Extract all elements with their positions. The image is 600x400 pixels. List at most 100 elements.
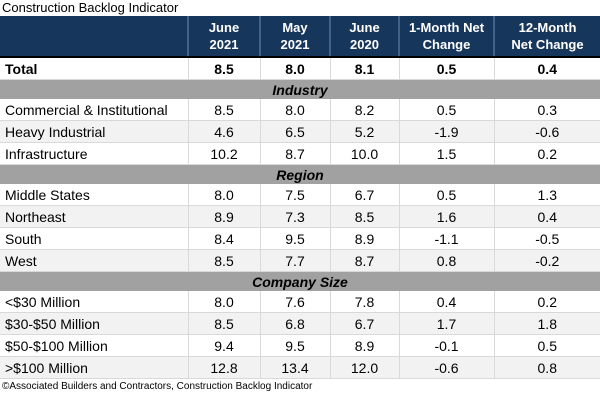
value-cell: -0.6 [398, 356, 494, 379]
table-row: South 8.4 9.5 8.9 -1.1 -0.5 [0, 227, 600, 250]
value-cell: 1.7 [398, 312, 494, 335]
value-cell: 9.4 [187, 334, 260, 357]
table-row: $50-$100 Million 9.4 9.5 8.9 -0.1 0.5 [0, 334, 600, 357]
value-cell: 8.5 [187, 249, 260, 272]
value-cell: -0.5 [493, 227, 600, 250]
value-cell: 10.0 [329, 142, 399, 165]
value-cell: -1.9 [398, 120, 494, 143]
value-cell: 0.5 [493, 334, 600, 357]
value-cell: 4.6 [187, 120, 260, 143]
value-cell: 0.3 [493, 99, 600, 121]
value-cell: 1.6 [398, 205, 494, 228]
value-cell: 8.0 [187, 184, 260, 206]
value-cell: 13.4 [259, 356, 330, 379]
table-row: Commercial & Institutional 8.5 8.0 8.2 0.5 0.… [0, 99, 600, 121]
value-cell: 0.4 [493, 205, 600, 228]
value-cell: 7.5 [259, 184, 330, 206]
value-cell: 9.5 [259, 227, 330, 250]
backlog-table: June 2021 May 2021 June 2020 1-Month Net Ch… [0, 16, 600, 379]
value-cell: 8.4 [187, 227, 260, 250]
value-cell: 9.5 [259, 334, 330, 357]
value-cell: 8.9 [329, 227, 399, 250]
value-cell: 0.5 [398, 57, 494, 80]
value-cell: 8.1 [329, 57, 399, 80]
value-cell: 8.0 [259, 99, 330, 121]
column-header: May 2021 [259, 16, 330, 58]
table-row: Heavy Industrial 4.6 6.5 5.2 -1.9 -0.6 [0, 120, 600, 143]
section-title: Region [0, 164, 600, 184]
value-cell: 10.2 [187, 142, 260, 165]
value-cell: 6.8 [259, 312, 330, 335]
value-cell: 0.8 [398, 249, 494, 272]
section-band: Company Size [0, 271, 600, 291]
section-band: Region [0, 164, 600, 184]
value-cell: -0.1 [398, 334, 494, 357]
section-title: Industry [0, 79, 600, 99]
column-header: 12-Month Net Change [493, 16, 600, 58]
value-cell: 7.3 [259, 205, 330, 228]
value-cell: 6.7 [329, 184, 399, 206]
row-label: Heavy Industrial [0, 120, 188, 143]
row-label: >$100 Million [0, 356, 188, 379]
value-cell: 0.8 [493, 356, 600, 379]
row-label: Middle States [0, 184, 188, 206]
value-cell: 6.5 [259, 120, 330, 143]
value-cell: 0.5 [398, 99, 494, 121]
value-cell: 7.6 [259, 291, 330, 313]
column-header: 1-Month Net Change [398, 16, 494, 58]
value-cell: 8.5 [329, 205, 399, 228]
table-row: $30-$50 Million 8.5 6.8 6.7 1.7 1.8 [0, 312, 600, 335]
value-cell: 0.2 [493, 142, 600, 165]
column-header: June 2021 [187, 16, 260, 58]
row-label: West [0, 249, 188, 272]
corner-cell [0, 16, 188, 58]
value-cell: 8.7 [259, 142, 330, 165]
value-cell: 7.8 [329, 291, 399, 313]
value-cell: 0.2 [493, 291, 600, 313]
value-cell: 8.9 [329, 334, 399, 357]
total-label: Total [0, 57, 188, 80]
column-header: June 2020 [329, 16, 399, 58]
value-cell: 1.3 [493, 184, 600, 206]
value-cell: 0.5 [398, 184, 494, 206]
table-row: >$100 Million 12.8 13.4 12.0 -0.6 0.8 [0, 356, 600, 379]
value-cell: 8.0 [259, 57, 330, 80]
header-row: June 2021 May 2021 June 2020 1-Month Net Ch… [0, 16, 600, 58]
value-cell: 8.2 [329, 99, 399, 121]
table-header: June 2021 May 2021 June 2020 1-Month Net Ch… [0, 16, 600, 58]
table-row: Middle States 8.0 7.5 6.7 0.5 1.3 [0, 184, 600, 206]
value-cell: 8.9 [187, 205, 260, 228]
table-row: Northeast 8.9 7.3 8.5 1.6 0.4 [0, 205, 600, 228]
value-cell: 8.5 [187, 99, 260, 121]
table-body: Total 8.5 8.0 8.1 0.5 0.4 Industry Commercial &… [0, 57, 600, 379]
row-label: South [0, 227, 188, 250]
value-cell: -0.2 [493, 249, 600, 272]
value-cell: 6.7 [329, 312, 399, 335]
section-title: Company Size [0, 271, 600, 291]
page-title: Construction Backlog Indicator [2, 0, 179, 15]
value-cell: 1.5 [398, 142, 494, 165]
value-cell: 1.8 [493, 312, 600, 335]
row-label: $30-$50 Million [0, 312, 188, 335]
value-cell: 5.2 [329, 120, 399, 143]
row-label: Northeast [0, 205, 188, 228]
row-label: Commercial & Institutional [0, 99, 188, 121]
value-cell: 12.0 [329, 356, 399, 379]
value-cell: 7.7 [259, 249, 330, 272]
value-cell: 0.4 [398, 291, 494, 313]
table-row: West 8.5 7.7 8.7 0.8 -0.2 [0, 249, 600, 272]
value-cell: -1.1 [398, 227, 494, 250]
source-attribution: ©Associated Builders and Contractors, Co… [2, 381, 313, 392]
section-band: Industry [0, 79, 600, 99]
row-label: <$30 Million [0, 291, 188, 313]
value-cell: 8.7 [329, 249, 399, 272]
value-cell: 8.5 [187, 57, 260, 80]
value-cell: 12.8 [187, 356, 260, 379]
value-cell: -0.6 [493, 120, 600, 143]
row-label: Infrastructure [0, 142, 188, 165]
value-cell: 8.5 [187, 312, 260, 335]
row-label: $50-$100 Million [0, 334, 188, 357]
table-row: Infrastructure 10.2 8.7 10.0 1.5 0.2 [0, 142, 600, 165]
table-row: Total 8.5 8.0 8.1 0.5 0.4 [0, 57, 600, 80]
